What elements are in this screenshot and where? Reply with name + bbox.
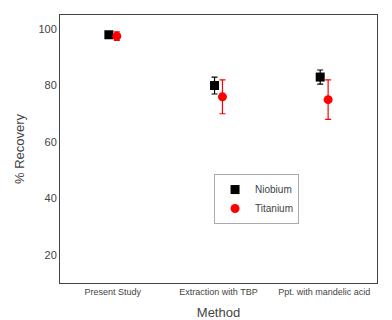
svg-text:Method: Method [197,305,240,320]
svg-text:60: 60 [45,136,57,148]
svg-text:Niobium: Niobium [255,184,292,195]
svg-text:20: 20 [45,249,57,261]
svg-text:% Recovery: % Recovery [12,113,27,184]
svg-text:Extraction with TBP: Extraction with TBP [179,287,257,297]
svg-text:100: 100 [38,23,56,35]
svg-text:40: 40 [45,192,57,204]
svg-text:80: 80 [45,79,57,91]
svg-text:Ppt. with mandelic acid: Ppt. with mandelic acid [278,287,370,297]
svg-text:Titanium: Titanium [255,203,293,214]
svg-text:Present Study: Present Study [85,287,142,297]
